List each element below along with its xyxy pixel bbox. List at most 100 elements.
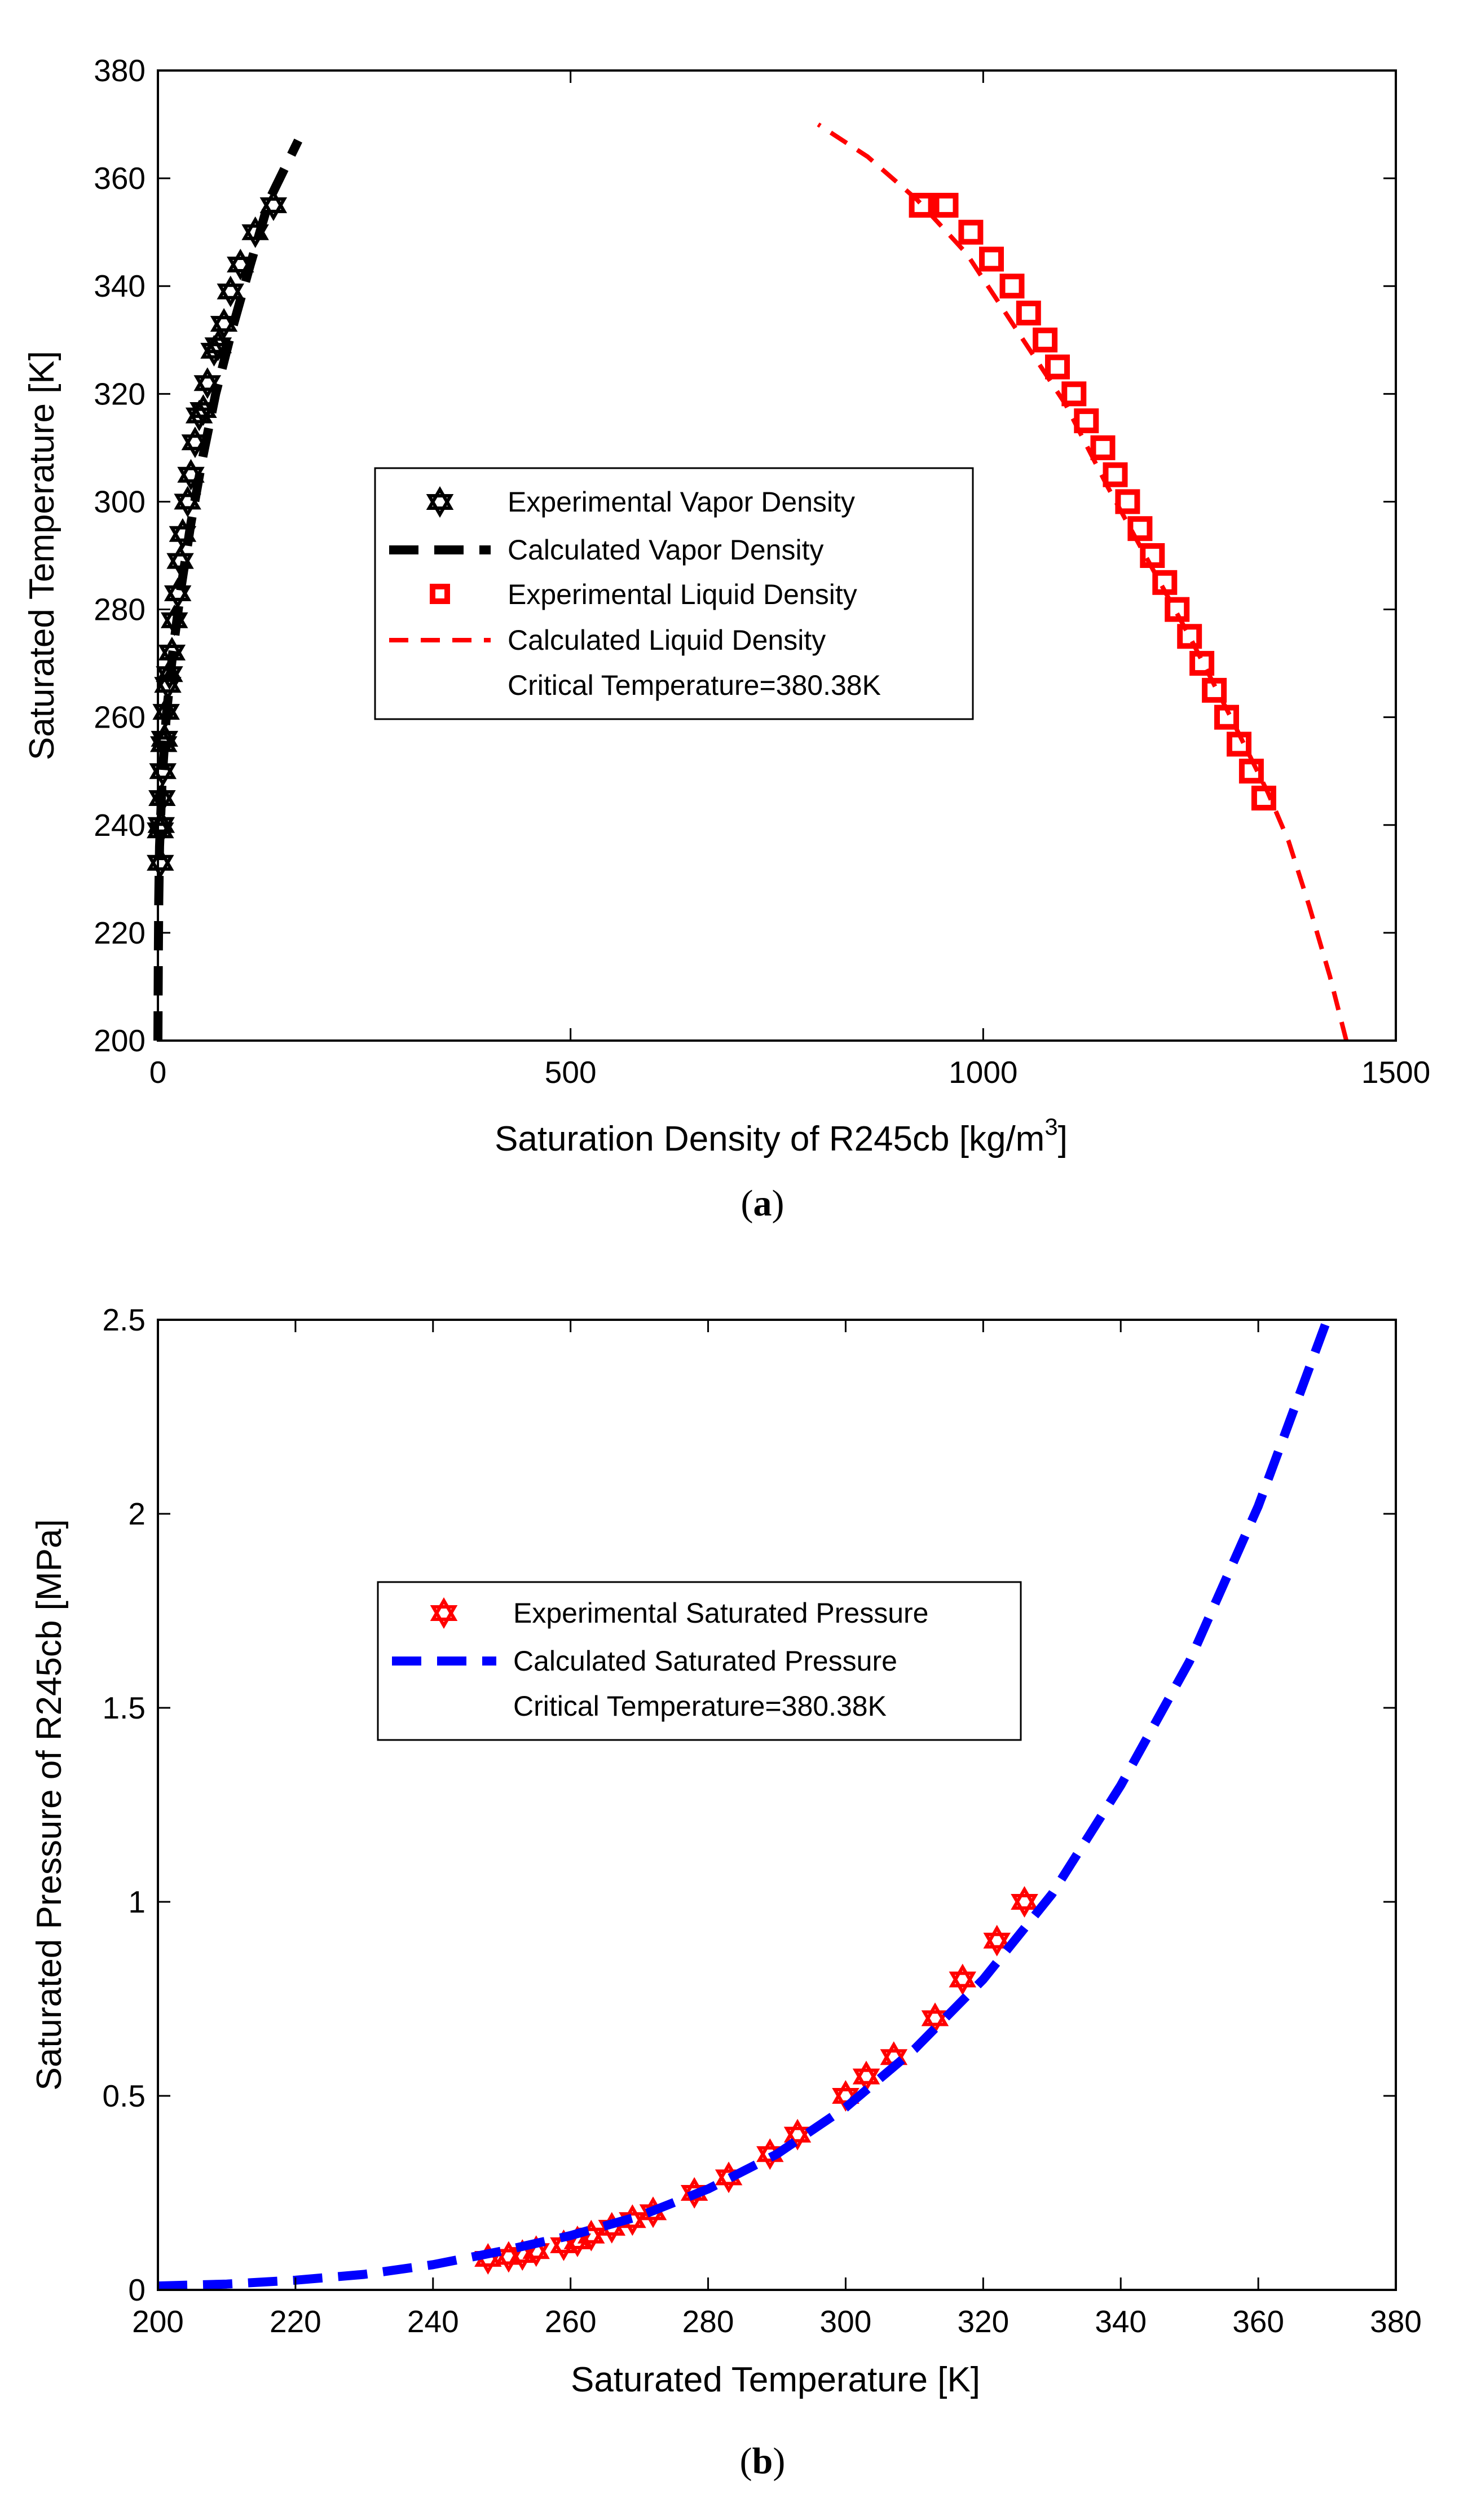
y-tick-label: 300 — [94, 484, 146, 519]
data-point-hexagram — [783, 2118, 812, 2151]
data-point-square — [1177, 624, 1202, 649]
chart-a-x-axis-label-sup: 3 — [1044, 1113, 1057, 1140]
y-tick-label: 2 — [128, 1496, 146, 1531]
data-point-square — [1115, 489, 1140, 514]
x-tick-label: 0 — [149, 1055, 167, 1090]
y-tick-label: 260 — [94, 700, 146, 735]
chart-a-legend-marker-square — [430, 584, 450, 604]
chart-b-series-layer — [157, 1318, 1332, 2291]
data-point-hexagram — [852, 2060, 880, 2092]
chart-b-legend-item-calc: Calculated Saturated Pressure — [392, 1645, 897, 1677]
legend-hexagram — [426, 486, 454, 518]
y-tick-label: 2.5 — [103, 1302, 146, 1337]
data-point-square — [933, 192, 959, 218]
data-point-square — [1016, 301, 1041, 325]
legend-hexagram — [430, 1597, 458, 1629]
data-point-square — [1165, 597, 1190, 622]
chart-a-axes-box — [157, 69, 1397, 1042]
x-tick-label: 300 — [820, 2304, 872, 2339]
y-tick-label: 380 — [94, 53, 146, 88]
chart-b-legend-marker-hexagram — [430, 1597, 458, 1629]
x-tick-label: 320 — [957, 2304, 1009, 2339]
chart-a-legend-label: Experimental Liquid Density — [508, 579, 857, 610]
data-point-square — [1033, 327, 1058, 353]
data-point-hexagram — [259, 189, 288, 221]
data-point-hexagram — [181, 426, 209, 459]
y-tick-label: 340 — [94, 268, 146, 303]
y-tick-label: 360 — [94, 161, 146, 196]
data-point-hexagram — [210, 308, 238, 340]
x-tick-label: 360 — [1232, 2304, 1284, 2339]
chart-b-legend-item-exp: Experimental Saturated Pressure — [430, 1597, 928, 1629]
chart-a-legend-label: Experimental Vapor Density — [508, 486, 855, 518]
data-point-square — [958, 219, 984, 245]
data-point-hexagram — [921, 2002, 949, 2034]
chart-a-y-ticks: 200 220 240 260 280 300 320 340 360 380 — [94, 53, 1396, 1058]
chart-b-y-axis-label: Saturated Pressure of R245cb [MPa] — [30, 1519, 69, 2090]
chart-a-caption: (a) — [741, 1183, 784, 1224]
chart-a-x-axis-label: Saturation Density of R245cb [kg/m3] — [495, 1113, 1068, 1158]
data-point-square — [1127, 516, 1153, 541]
y-tick-label: 200 — [94, 1023, 146, 1058]
y-tick-label: 0.5 — [103, 2078, 146, 2113]
y-tick-label: 280 — [94, 592, 146, 627]
data-point-square — [1045, 354, 1070, 380]
chart-a-legend-item-liquid-exp: Experimental Liquid Density — [430, 579, 857, 610]
data-point-square — [1061, 381, 1087, 407]
chart-a-legend-label: Calculated Liquid Density — [508, 624, 826, 656]
x-tick-label: 240 — [407, 2304, 459, 2339]
chart-b-legend-label: Critical Temperature=380.38K — [513, 1690, 887, 1722]
chart-a-legend-item-vapor-exp: Experimental Vapor Density — [426, 486, 855, 518]
y-tick-label: 1.5 — [103, 1690, 146, 1725]
chart-a-legend-item-liquid-calc: Calculated Liquid Density — [389, 624, 826, 656]
chart-a-legend-marker-hexagram — [426, 486, 454, 518]
data-point-hexagram — [217, 275, 244, 307]
chart-a-y-axis-label: Saturated Temperature [K] — [23, 351, 61, 760]
data-point-square — [909, 192, 934, 218]
series-line-calculated-liquid-density — [817, 122, 1349, 1041]
data-point-square — [1074, 408, 1099, 434]
chart-a-legend-item-vapor-calc: Calculated Vapor Density — [389, 534, 823, 566]
x-tick-label: 280 — [682, 2304, 734, 2339]
y-tick-label: 220 — [94, 915, 146, 950]
x-tick-label: 220 — [270, 2304, 321, 2339]
chart-b-legend-label: Experimental Saturated Pressure — [513, 1597, 928, 1629]
x-tick-label: 340 — [1095, 2304, 1147, 2339]
chart-b-legend-label: Calculated Saturated Pressure — [513, 1645, 897, 1677]
chart-b-plot-area — [158, 1320, 1396, 2290]
data-point-square — [999, 274, 1025, 299]
chart-a: 0 500 1000 1500 200 220 240 260 280 300 320 340 360… — [23, 53, 1430, 1224]
chart-b-axes-box — [157, 1319, 1397, 2291]
chart-b-x-ticks: 200 220 240 260 280 300 320 340 360 380 — [132, 1320, 1422, 2339]
x-tick-label: 1000 — [949, 1055, 1017, 1090]
data-point-square — [1090, 435, 1116, 460]
chart-b: 200 220 240 260 280 300 320 340 360 380 00.511.52… — [30, 1302, 1422, 2482]
data-point-square — [979, 246, 1004, 272]
data-point-hexagram — [983, 1924, 1011, 1957]
y-tick-label: 240 — [94, 808, 146, 843]
x-tick-label: 1500 — [1361, 1055, 1430, 1090]
data-point-square — [1189, 651, 1215, 676]
data-point-square — [1103, 462, 1128, 487]
chart-b-x-axis-label: Saturated Temperature [K] — [571, 2360, 980, 2399]
series-line-calculated-saturated-pressure — [157, 1318, 1332, 2291]
chart-a-legend-label: Calculated Vapor Density — [508, 534, 823, 566]
chart-a-legend: Experimental Vapor Density Calculated Va… — [374, 467, 974, 720]
chart-a-legend-label: Critical Temperature=380.38K — [508, 669, 881, 701]
y-tick-label: 0 — [128, 2272, 146, 2307]
chart-b-y-ticks: 0 0.5 1 1.5 2 2.5 — [103, 1302, 1396, 2307]
chart-a-x-ticks: 0 500 1000 1500 — [149, 71, 1430, 1090]
chart-b-legend: Experimental Saturated Pressure Calculat… — [377, 1581, 1022, 1741]
data-point-hexagram — [949, 1963, 976, 1995]
y-tick-label: 320 — [94, 376, 146, 411]
data-point-hexagram — [1011, 1886, 1038, 1918]
x-tick-label: 260 — [545, 2304, 597, 2339]
chart-a-legend-box — [374, 467, 974, 720]
x-tick-label: 500 — [545, 1055, 597, 1090]
data-point-hexagram — [193, 367, 222, 399]
x-tick-label: 200 — [132, 2304, 184, 2339]
x-tick-label: 380 — [1370, 2304, 1422, 2339]
y-tick-label: 1 — [128, 1884, 146, 1919]
chart-b-caption: (b) — [740, 2440, 786, 2482]
